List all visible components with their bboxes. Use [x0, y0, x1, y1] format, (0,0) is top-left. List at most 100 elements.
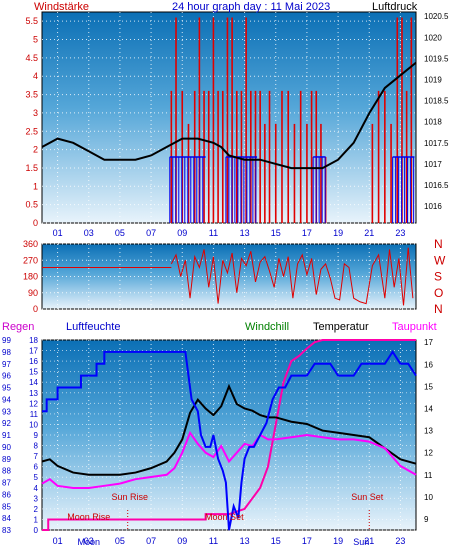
humidity-tick-label: 88 — [2, 467, 11, 476]
y-right-tick-label: 1018.5 — [424, 97, 449, 106]
temperature-axis: 9 10 11 12 13 14 15 16 17 — [424, 338, 433, 524]
x-tick-label: 03 — [84, 536, 94, 546]
temperature-tick-label: 11 — [424, 471, 433, 480]
temperature-tick-label: 15 — [424, 382, 433, 391]
dewpoint-title: Taupunkt — [392, 321, 437, 333]
rain-tick-label: 16 — [29, 357, 38, 366]
x-tick-label: 19 — [333, 536, 343, 546]
compass-label: W — [434, 253, 446, 267]
rain-tick-label: 6 — [34, 463, 39, 472]
dewpoint-series — [41, 430, 417, 490]
pressure-series — [41, 61, 417, 170]
humidity-tick-label: 87 — [2, 479, 11, 488]
rain-tick-label: 0 — [34, 526, 39, 535]
rain-tick-label: 8 — [34, 442, 39, 451]
x-tick-label: 05 — [115, 536, 125, 546]
humidity-tick-label: 98 — [2, 348, 11, 357]
x-tick-label: 09 — [177, 228, 187, 238]
x-tick-label: 03 — [84, 228, 94, 238]
y-tick-label: 360 — [23, 239, 38, 249]
rain-tick-label: 17 — [29, 347, 38, 356]
y-left-tick-label: 2.5 — [25, 126, 38, 136]
temperature-title: Temperatur — [313, 321, 369, 333]
y-left-tick-label: 3.5 — [25, 90, 38, 100]
wind-direction-series — [170, 247, 414, 306]
humidity-tick-label: 93 — [2, 407, 11, 416]
x-tick-label: 13 — [240, 228, 250, 238]
rain-tick-label: 3 — [34, 494, 39, 503]
humidity-title: Luftfeuchte — [66, 321, 120, 333]
rain-tick-label: 2 — [34, 505, 39, 514]
x-tick-label: 15 — [271, 228, 281, 238]
y-left-tick-label: 4.5 — [25, 53, 38, 63]
y-right-tick-label: 1016.5 — [424, 181, 449, 190]
y-left-tick-label: 1.5 — [25, 163, 38, 173]
x-tick-label: 15 — [271, 536, 281, 546]
x-tick-label: 11 — [209, 536, 218, 546]
x-tick-label: 05 — [115, 228, 125, 238]
humidity-tick-label: 89 — [2, 455, 11, 464]
x-tick-label: 01 — [53, 536, 63, 546]
rain-tick-label: 9 — [34, 431, 39, 440]
x-tick-label: 21 — [364, 228, 374, 238]
x-tick-label: 23 — [395, 536, 405, 546]
sun-rise-label: Sun Rise — [111, 492, 148, 502]
humidity-tick-label: 94 — [2, 395, 11, 404]
humidity-tick-label: 85 — [2, 502, 11, 511]
y-right-tick-label: 1020 — [424, 33, 442, 42]
humidity-tick-label: 97 — [2, 360, 11, 369]
sun-axis-label: Sun — [353, 537, 369, 547]
humidity-tick-label: 92 — [2, 419, 11, 428]
rain-title: Regen — [2, 321, 34, 333]
humidity-tick-label: 83 — [2, 526, 11, 535]
compass-label: N — [434, 237, 443, 251]
x-tick-label: 07 — [146, 536, 156, 546]
humidity-tick-label: 84 — [2, 514, 11, 523]
wind-speed-axis: 0 0.5 1 1.5 2 2.5 3 3.5 4 4.5 5 5.5 — [25, 16, 38, 228]
temperature-tick-label: 16 — [424, 360, 433, 369]
rain-series — [42, 339, 416, 531]
y-left-tick-label: 3 — [33, 108, 38, 118]
x-tick-label: 01 — [53, 228, 63, 238]
rain-tick-label: 10 — [29, 420, 38, 429]
y-tick-label: 270 — [23, 255, 38, 265]
y-right-tick-label: 1020.5 — [424, 12, 449, 21]
y-left-tick-label: 0.5 — [25, 200, 38, 210]
moon-rise-label: Moon Rise — [67, 512, 110, 522]
humidity-series — [42, 350, 417, 531]
chart-title: 24 hour graph day : 11 Mai 2023 — [172, 1, 330, 13]
sun-set-label: Sun Set — [351, 492, 384, 502]
rain-tick-label: 15 — [29, 368, 38, 377]
y-tick-label: 0 — [33, 304, 38, 314]
rain-tick-label: 12 — [29, 399, 38, 408]
humidity-tick-label: 99 — [2, 336, 11, 345]
temperature-tick-label: 9 — [424, 515, 429, 524]
y-tick-label: 90 — [28, 288, 38, 298]
y-right-tick-label: 1017.5 — [424, 139, 449, 148]
x-tick-label: 11 — [209, 228, 218, 238]
time-axis-top: 01 03 05 07 09 11 13 15 17 19 21 23 — [53, 228, 406, 238]
y-tick-label: 180 — [23, 272, 38, 282]
compass-label: O — [434, 286, 443, 300]
compass-label: N — [434, 302, 443, 316]
humidity-axis: 83 84 85 86 87 88 89 90 91 92 93 94 95 96 97 98 99 — [2, 336, 11, 535]
y-right-tick-label: 1018 — [424, 118, 442, 127]
x-tick-label: 21 — [364, 536, 374, 546]
humidity-tick-label: 90 — [2, 443, 11, 452]
wind-direction-axis: 0 90 180 270 360 — [23, 239, 38, 314]
y-left-tick-label: 5 — [33, 35, 38, 45]
y-left-tick-label: 1 — [33, 181, 38, 191]
pressure-axis-title: Luftdruck — [372, 1, 418, 13]
rain-tick-label: 4 — [34, 484, 39, 493]
rain-tick-label: 11 — [30, 410, 39, 419]
humidity-tick-label: 95 — [2, 384, 11, 393]
temperature-tick-label: 14 — [424, 404, 433, 413]
windchill-title: Windchill — [245, 321, 289, 333]
rain-tick-label: 7 — [34, 452, 39, 461]
temperature-series — [41, 383, 417, 476]
y-right-tick-label: 1019.5 — [424, 54, 449, 63]
y-right-tick-label: 1017 — [424, 160, 442, 169]
moon-set-label: Moon Set — [205, 512, 244, 522]
